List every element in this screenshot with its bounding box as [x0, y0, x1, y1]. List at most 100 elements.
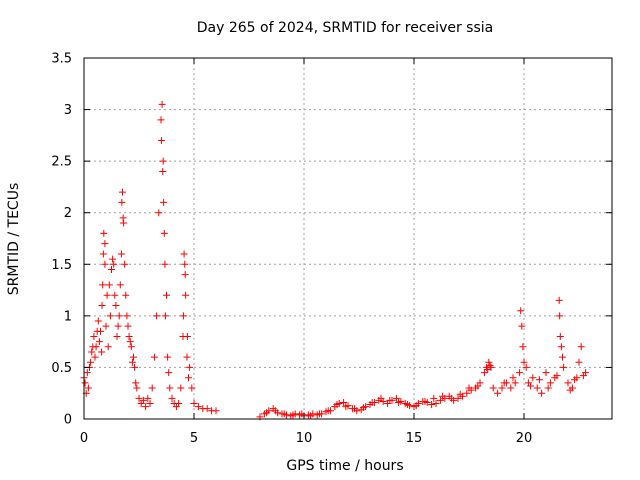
data-point — [113, 332, 121, 340]
data-point — [139, 396, 147, 404]
data-point — [271, 407, 279, 415]
data-point — [94, 317, 102, 325]
data-point — [494, 389, 502, 397]
data-point — [118, 198, 126, 206]
y-tick-label: 2.5 — [51, 155, 72, 170]
data-point — [507, 384, 515, 392]
data-point — [480, 369, 488, 377]
data-point — [556, 312, 564, 320]
data-point — [307, 412, 315, 420]
data-point — [108, 265, 115, 273]
data-point — [465, 384, 473, 392]
data-point — [518, 322, 526, 330]
y-tick-label: 2 — [64, 206, 72, 221]
y-tick-label: 3 — [64, 103, 72, 118]
data-point — [95, 338, 103, 346]
data-point — [428, 401, 436, 409]
data-point — [98, 302, 106, 310]
plot-frame — [83, 57, 613, 420]
data-point — [124, 322, 132, 330]
data-point — [395, 398, 403, 406]
data-point — [133, 384, 141, 392]
data-point — [522, 363, 530, 371]
y-tick-label: 1 — [64, 309, 72, 324]
data-point — [99, 250, 107, 258]
data-point — [180, 250, 188, 258]
data-point — [553, 372, 561, 380]
data-point — [439, 392, 447, 400]
data-point — [130, 353, 137, 361]
data-point — [183, 353, 191, 361]
data-point — [575, 358, 583, 366]
data-point — [87, 358, 95, 366]
x-tick-label: 0 — [80, 431, 88, 446]
data-point — [100, 229, 108, 237]
data-point — [177, 384, 185, 392]
ticks-layer: 0 0.5 1 1.5 2 2.5 3 3.5 0 5 10 15 20 — [51, 52, 612, 446]
data-point — [102, 322, 110, 330]
data-point — [146, 400, 154, 408]
data-point — [456, 390, 464, 398]
data-point — [484, 365, 492, 373]
data-point — [161, 260, 169, 268]
data-point — [535, 376, 543, 384]
data-point — [315, 410, 323, 418]
data-point — [157, 116, 165, 124]
data-point — [185, 374, 192, 382]
data-point — [99, 281, 107, 289]
data-point — [474, 382, 482, 390]
data-point — [126, 338, 134, 346]
data-point — [91, 353, 99, 361]
data-point — [81, 379, 89, 387]
data-point — [148, 384, 156, 392]
data-point — [88, 348, 96, 356]
data-point — [436, 396, 444, 404]
data-point — [112, 302, 120, 310]
data-point — [511, 379, 519, 387]
data-point — [289, 411, 297, 419]
data-point — [182, 291, 190, 299]
data-point — [104, 343, 112, 351]
data-point — [181, 271, 189, 279]
data-point — [579, 372, 587, 380]
data-point — [557, 343, 565, 351]
data-point — [186, 363, 194, 371]
data-point — [101, 260, 109, 268]
data-point — [392, 394, 400, 402]
data-point — [403, 401, 411, 409]
data-point — [421, 397, 429, 405]
data-point — [83, 369, 91, 377]
data-point — [500, 379, 508, 387]
data-point — [529, 374, 537, 382]
data-point — [212, 407, 220, 415]
x-tick-label: 15 — [406, 431, 423, 446]
data-point — [131, 363, 139, 371]
data-point — [109, 255, 117, 263]
data-point — [159, 167, 167, 175]
data-point — [116, 281, 124, 289]
x-axis-label: GPS time / hours — [286, 458, 403, 474]
data-point — [98, 348, 106, 356]
data-point — [150, 353, 158, 361]
y-tick-label: 0 — [64, 413, 72, 428]
data-point — [485, 358, 493, 366]
data-point — [546, 379, 554, 387]
data-point — [155, 209, 163, 217]
data-point — [111, 291, 119, 299]
data-point — [542, 369, 550, 377]
data-point — [368, 398, 376, 406]
data-point — [179, 312, 187, 320]
data-point — [160, 198, 168, 206]
data-point — [517, 307, 525, 315]
data-point — [566, 386, 574, 394]
data-point — [84, 384, 92, 392]
data-point — [377, 394, 385, 402]
data-point — [342, 403, 350, 411]
data-point — [144, 394, 152, 402]
data-point — [103, 291, 111, 299]
data-point — [168, 394, 176, 402]
data-point — [516, 369, 524, 377]
data-point — [280, 410, 288, 418]
data-point — [509, 374, 517, 382]
